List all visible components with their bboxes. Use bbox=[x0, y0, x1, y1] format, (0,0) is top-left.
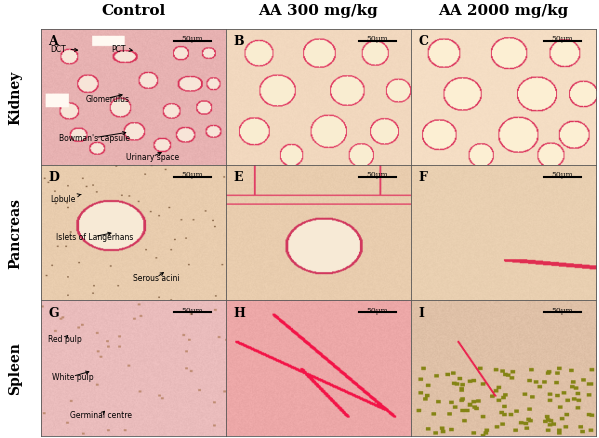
Text: C: C bbox=[418, 35, 428, 48]
Text: Lobule: Lobule bbox=[50, 194, 81, 204]
Text: 50μm: 50μm bbox=[367, 170, 389, 179]
Text: Spleen: Spleen bbox=[8, 342, 23, 395]
Text: DCT: DCT bbox=[50, 44, 78, 53]
Text: Bowman's capsule: Bowman's capsule bbox=[59, 132, 130, 143]
Text: Glomerulus: Glomerulus bbox=[85, 95, 129, 103]
Text: 50μm: 50μm bbox=[181, 306, 204, 314]
Text: Kidney: Kidney bbox=[8, 71, 23, 124]
Text: Islets of Langerhans: Islets of Langerhans bbox=[56, 233, 133, 242]
Text: H: H bbox=[233, 306, 245, 319]
Text: Red pulp: Red pulp bbox=[48, 334, 82, 343]
Text: 50μm: 50μm bbox=[552, 306, 574, 314]
Text: AA 300 mg/kg: AA 300 mg/kg bbox=[259, 4, 378, 18]
Text: 50μm: 50μm bbox=[552, 35, 574, 43]
Text: White pulp: White pulp bbox=[52, 371, 93, 381]
Text: 50μm: 50μm bbox=[367, 35, 389, 43]
Text: 50μm: 50μm bbox=[367, 306, 389, 314]
Text: 50μm: 50μm bbox=[552, 170, 574, 179]
Text: E: E bbox=[233, 170, 243, 184]
Text: B: B bbox=[233, 35, 244, 48]
Text: AA 2000 mg/kg: AA 2000 mg/kg bbox=[438, 4, 568, 18]
Text: PCT: PCT bbox=[111, 44, 132, 53]
Text: I: I bbox=[418, 306, 424, 319]
Text: D: D bbox=[48, 170, 59, 184]
Text: G: G bbox=[48, 306, 59, 319]
Text: Serous acini: Serous acini bbox=[133, 273, 180, 282]
Text: 50μm: 50μm bbox=[181, 35, 204, 43]
Text: F: F bbox=[418, 170, 427, 184]
Text: 50μm: 50μm bbox=[181, 170, 204, 179]
Text: A: A bbox=[48, 35, 58, 48]
Text: Urinary space: Urinary space bbox=[126, 153, 179, 162]
Text: Control: Control bbox=[101, 4, 165, 18]
Text: Pancreas: Pancreas bbox=[8, 198, 23, 268]
Text: Germinal centre: Germinal centre bbox=[70, 410, 132, 419]
